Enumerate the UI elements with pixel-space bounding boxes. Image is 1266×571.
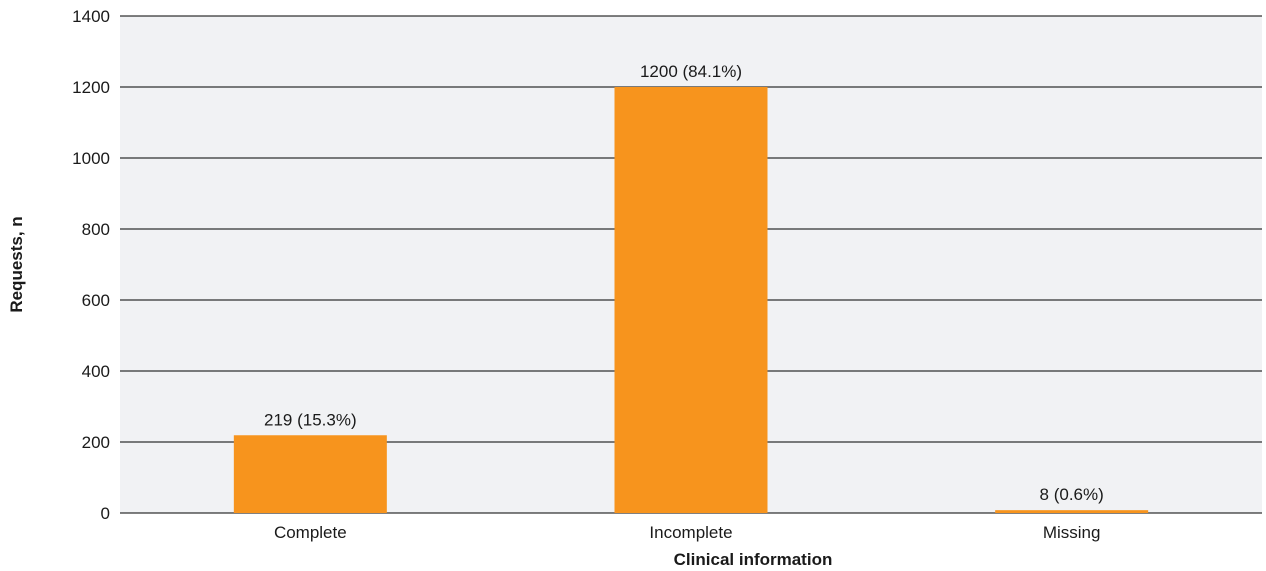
x-tick-labels: Complete Incomplete Missing <box>274 523 1101 542</box>
bars <box>233 87 1149 513</box>
y-tick-label: 800 <box>82 220 110 239</box>
x-tick-label: Missing <box>1043 523 1101 542</box>
y-tick-label: 1400 <box>72 7 110 26</box>
y-tick-labels: 0 200 400 600 800 1000 1200 1400 <box>72 7 110 523</box>
x-tick-label: Complete <box>274 523 347 542</box>
bar-incomplete <box>614 87 768 513</box>
data-label: 8 (0.6%) <box>1040 485 1104 504</box>
x-tick-label: Incomplete <box>649 523 732 542</box>
data-labels: 219 (15.3%) 1200 (84.1%) 8 (0.6%) <box>264 62 1104 504</box>
y-axis-title: Requests, n <box>7 216 26 312</box>
y-tick-label: 0 <box>101 504 110 523</box>
y-tick-label: 1200 <box>72 78 110 97</box>
data-label: 219 (15.3%) <box>264 410 357 429</box>
y-tick-label: 200 <box>82 433 110 452</box>
bar-missing <box>995 510 1149 513</box>
y-tick-label: 1000 <box>72 149 110 168</box>
x-axis-title: Clinical information <box>674 550 833 569</box>
bar-complete <box>233 435 387 513</box>
y-tick-label: 600 <box>82 291 110 310</box>
data-label: 1200 (84.1%) <box>640 62 742 81</box>
y-tick-label: 400 <box>82 362 110 381</box>
